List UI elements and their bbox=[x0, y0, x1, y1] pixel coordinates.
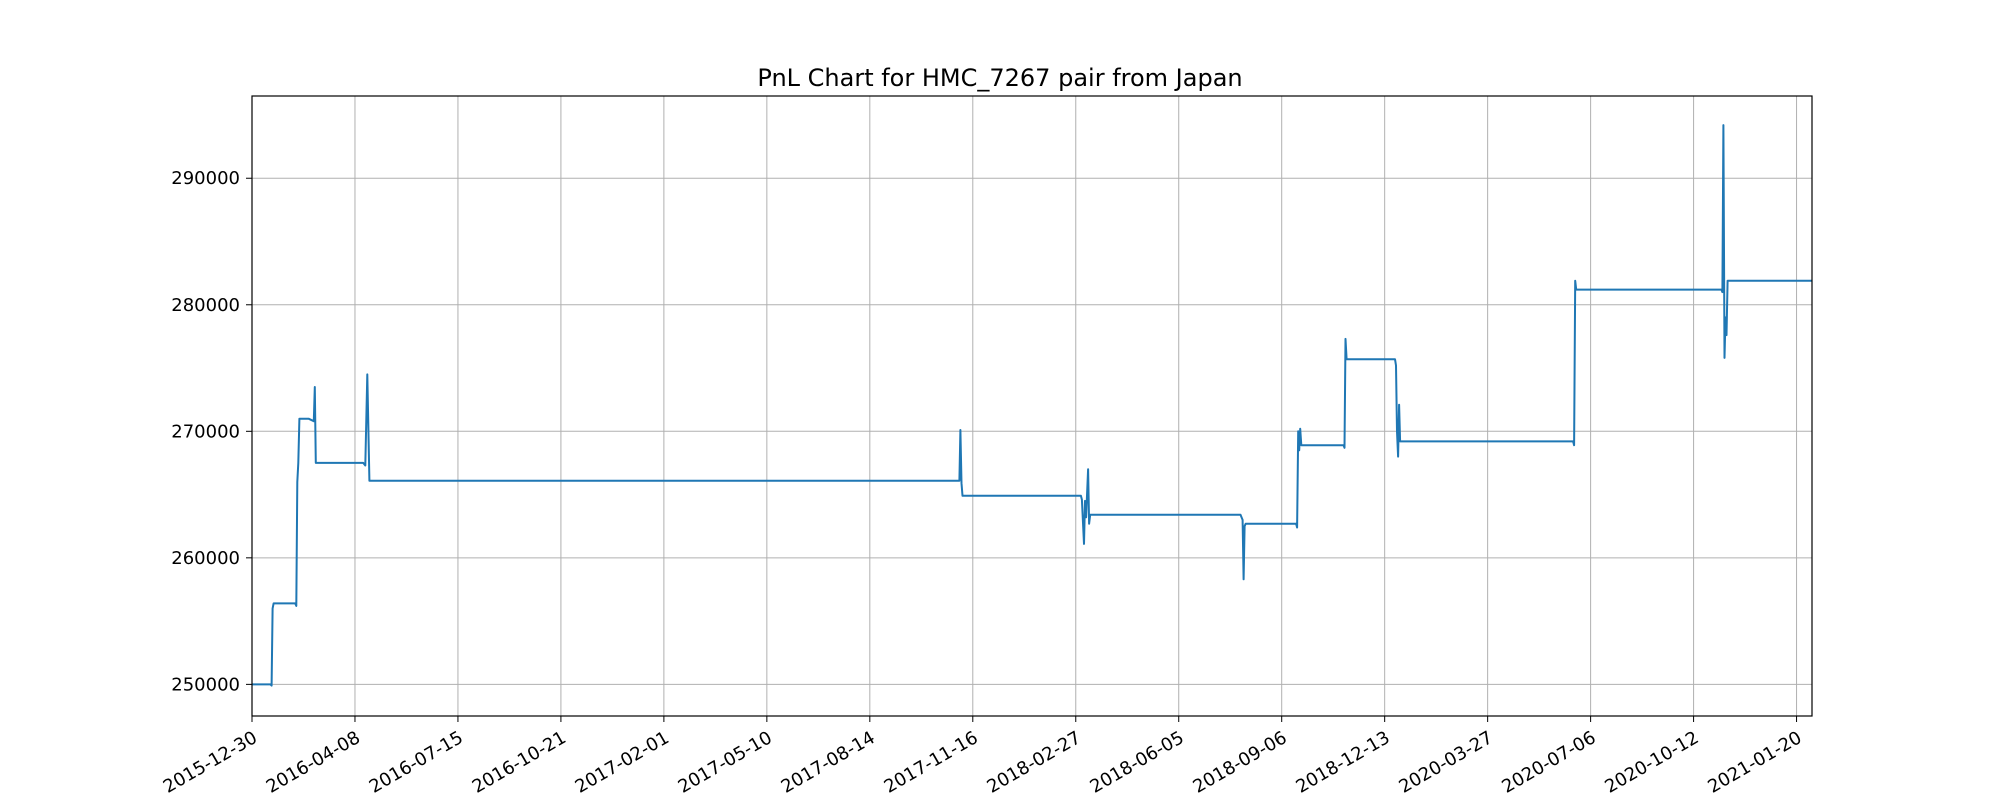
x-tick-label: 2020-10-12 bbox=[1601, 727, 1702, 797]
series-line bbox=[252, 124, 1812, 687]
chart-title: PnL Chart for HMC_7267 pair from Japan bbox=[757, 64, 1242, 92]
x-tick-label: 2021-01-20 bbox=[1704, 727, 1805, 797]
x-tick-label: 2016-04-08 bbox=[263, 727, 364, 797]
y-tick-label: 280000 bbox=[171, 295, 240, 316]
x-tick-label: 2016-07-15 bbox=[366, 727, 467, 797]
x-tick-label: 2018-09-06 bbox=[1190, 727, 1291, 797]
x-tick-label: 2017-05-10 bbox=[675, 727, 776, 797]
y-tick-label: 290000 bbox=[171, 168, 240, 189]
y-tick-label: 250000 bbox=[171, 674, 240, 695]
x-tick-label: 2018-02-27 bbox=[984, 727, 1085, 797]
y-tick-label: 260000 bbox=[171, 548, 240, 569]
x-tick-label: 2017-08-14 bbox=[778, 727, 879, 797]
x-tick-label: 2016-10-21 bbox=[469, 727, 570, 797]
y-axis: 250000 260000 270000 280000 290000 bbox=[171, 168, 252, 695]
x-tick-label: 2015-12-30 bbox=[160, 727, 261, 797]
x-tick-label: 2017-02-01 bbox=[572, 727, 673, 797]
grid-lines bbox=[251, 96, 1812, 716]
x-tick-label: 2018-12-13 bbox=[1292, 727, 1393, 797]
x-tick-label: 2017-11-16 bbox=[881, 727, 982, 797]
x-tick-label: 2020-07-06 bbox=[1498, 727, 1599, 797]
x-axis: 2015-12-30 2016-04-08 2016-07-15 2016-10-21… bbox=[160, 716, 1805, 798]
series-group bbox=[252, 124, 1812, 687]
plot-frame bbox=[251, 95, 1813, 717]
y-tick-label: 270000 bbox=[171, 421, 240, 442]
x-tick-label: 2020-03-27 bbox=[1395, 727, 1496, 797]
x-tick-label: 2018-06-05 bbox=[1087, 727, 1188, 797]
